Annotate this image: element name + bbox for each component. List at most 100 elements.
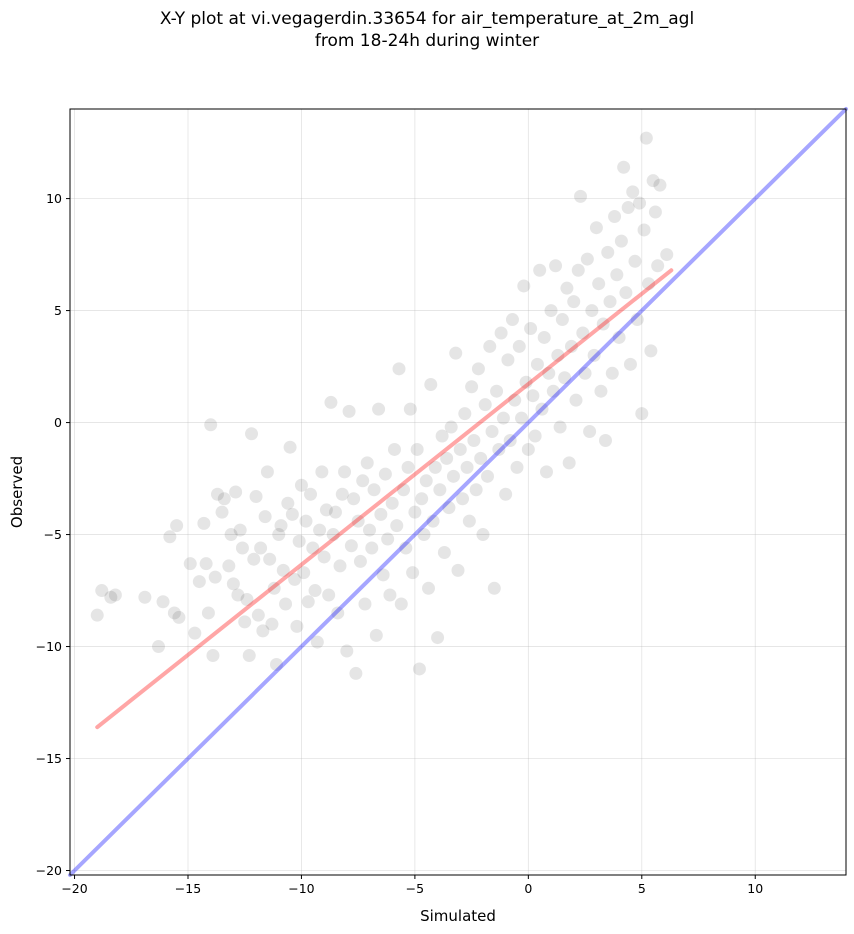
y-axis-label: Observed	[8, 456, 26, 528]
data-point	[204, 418, 218, 432]
data-point	[471, 362, 485, 376]
data-point	[349, 666, 363, 680]
data-point	[419, 474, 433, 488]
plot-frame	[69, 108, 847, 876]
data-point	[601, 245, 615, 259]
data-point	[215, 505, 229, 519]
data-point	[210, 487, 224, 501]
data-point	[353, 554, 367, 568]
data-point	[269, 657, 283, 671]
data-point	[328, 505, 342, 519]
data-point	[435, 429, 449, 443]
data-point	[292, 534, 306, 548]
data-point	[265, 617, 279, 631]
data-point	[535, 402, 549, 416]
data-point	[544, 304, 558, 318]
data-point	[258, 510, 272, 524]
data-point	[415, 492, 429, 506]
data-point	[167, 606, 181, 620]
data-point	[272, 528, 286, 542]
data-point	[267, 581, 281, 595]
x-axis-label: Simulated	[420, 907, 496, 925]
data-point	[521, 442, 535, 456]
data-point	[276, 563, 290, 577]
data-point	[598, 433, 612, 447]
data-point	[623, 357, 637, 371]
data-point	[360, 456, 374, 470]
data-point	[501, 353, 515, 367]
data-point	[333, 559, 347, 573]
data-point	[365, 541, 379, 555]
data-point	[188, 626, 202, 640]
data-point	[553, 420, 567, 434]
data-point	[612, 330, 626, 344]
data-point	[440, 451, 454, 465]
data-point	[483, 339, 497, 353]
data-point	[192, 575, 206, 589]
data-point	[426, 514, 440, 528]
data-point	[555, 313, 569, 327]
data-point	[197, 516, 211, 530]
data-point	[449, 346, 463, 360]
chart-title-line-2: from 18-24h during winter	[314, 31, 540, 51]
y-tick-label: 5	[54, 303, 62, 318]
data-point	[546, 384, 560, 398]
identity-line	[68, 107, 848, 877]
data-point	[571, 263, 585, 277]
data-point	[315, 465, 329, 479]
data-point	[231, 588, 245, 602]
data-point	[374, 507, 388, 521]
data-point	[351, 514, 365, 528]
data-point	[608, 210, 622, 224]
data-point	[480, 469, 494, 483]
data-point	[397, 483, 411, 497]
data-point	[653, 178, 667, 192]
data-point	[183, 557, 197, 571]
data-point	[369, 628, 383, 642]
data-point	[515, 411, 529, 425]
data-point	[263, 552, 277, 566]
data-point	[628, 254, 642, 268]
data-point	[528, 429, 542, 443]
data-point	[505, 313, 519, 327]
data-point	[460, 460, 474, 474]
data-point	[642, 277, 656, 291]
data-point	[338, 465, 352, 479]
data-point	[372, 402, 386, 416]
data-point	[156, 595, 170, 609]
data-point	[496, 411, 510, 425]
data-point	[254, 541, 268, 555]
data-point	[108, 588, 122, 602]
data-point	[301, 595, 315, 609]
data-point	[444, 420, 458, 434]
data-point	[394, 597, 408, 611]
data-point	[560, 281, 574, 295]
data-point	[485, 425, 499, 439]
data-point	[587, 348, 601, 362]
data-point	[487, 581, 501, 595]
y-tick-label: 0	[54, 415, 62, 430]
data-point	[322, 588, 336, 602]
data-point	[306, 541, 320, 555]
data-point	[387, 442, 401, 456]
data-point	[503, 433, 517, 447]
data-point	[385, 496, 399, 510]
data-point	[578, 366, 592, 380]
data-point	[240, 593, 254, 607]
data-point	[224, 528, 238, 542]
data-point	[299, 514, 313, 528]
data-point	[226, 577, 240, 591]
data-point	[376, 568, 390, 582]
data-point	[151, 640, 165, 654]
data-point	[206, 649, 220, 663]
data-point	[478, 398, 492, 412]
data-point	[281, 496, 295, 510]
data-point	[458, 407, 472, 421]
data-point	[294, 478, 308, 492]
data-point	[517, 279, 531, 293]
data-point	[630, 313, 644, 327]
data-point	[217, 492, 231, 506]
data-point	[614, 234, 628, 248]
data-point	[403, 402, 417, 416]
